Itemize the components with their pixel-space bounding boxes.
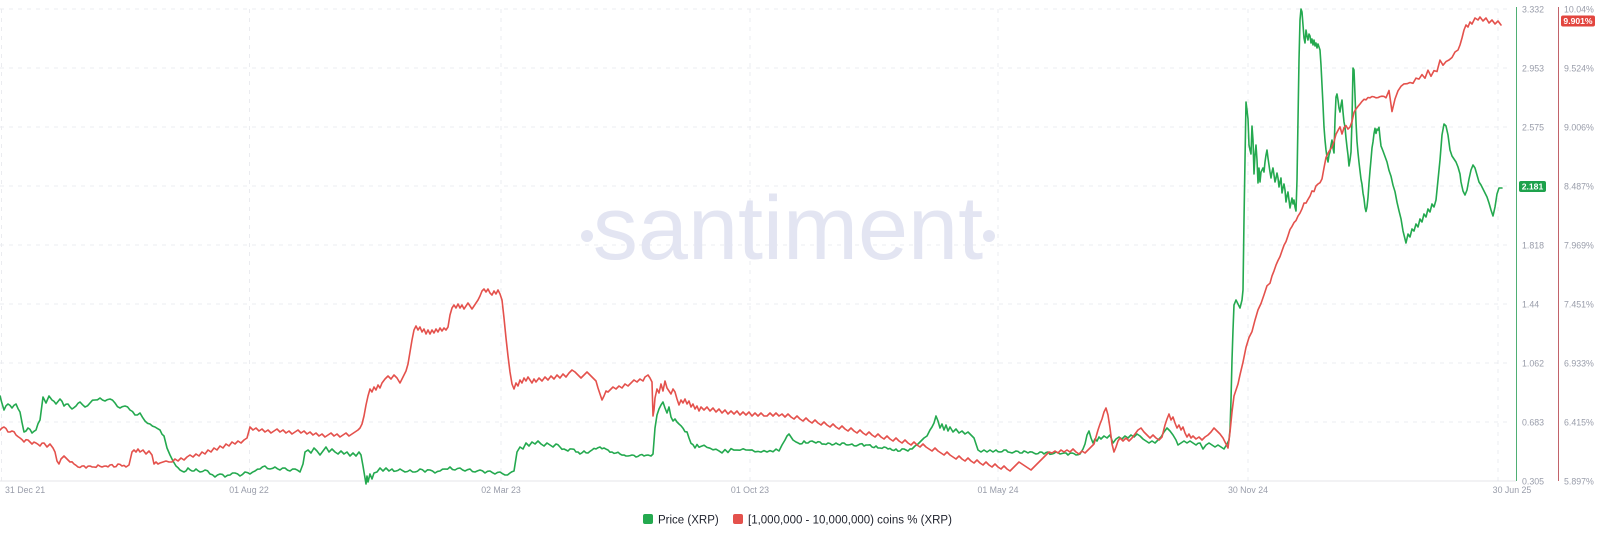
svg-text:01 Oct 23: 01 Oct 23 bbox=[731, 485, 769, 495]
svg-text:31 Dec 21: 31 Dec 21 bbox=[5, 485, 45, 495]
svg-text:Price (XRP): Price (XRP) bbox=[658, 515, 719, 527]
svg-text:6.415%: 6.415% bbox=[1564, 418, 1594, 428]
svg-text:01 Aug 22: 01 Aug 22 bbox=[229, 485, 269, 495]
svg-text:10.04%: 10.04% bbox=[1564, 5, 1594, 15]
svg-text:[1,000,000 - 10,000,000) coins: [1,000,000 - 10,000,000) coins % (XRP) bbox=[748, 515, 952, 527]
svg-text:30 Jun 25: 30 Jun 25 bbox=[1493, 485, 1532, 495]
svg-text:7.969%: 7.969% bbox=[1564, 241, 1594, 251]
svg-text:3.332: 3.332 bbox=[1522, 5, 1544, 15]
svg-text:0.305: 0.305 bbox=[1522, 477, 1544, 487]
svg-text:6.933%: 6.933% bbox=[1564, 359, 1594, 369]
svg-text:0.683: 0.683 bbox=[1522, 418, 1544, 428]
svg-text:1.44: 1.44 bbox=[1522, 300, 1539, 310]
svg-text:9.006%: 9.006% bbox=[1564, 123, 1594, 133]
svg-text:1.818: 1.818 bbox=[1522, 241, 1544, 251]
svg-text:02 Mar 23: 02 Mar 23 bbox=[481, 485, 521, 495]
svg-text:5.897%: 5.897% bbox=[1564, 477, 1594, 487]
svg-text:9.901%: 9.901% bbox=[1563, 16, 1593, 26]
svg-text:9.524%: 9.524% bbox=[1564, 64, 1594, 74]
svg-text:2.953: 2.953 bbox=[1522, 64, 1544, 74]
svg-text:2.181: 2.181 bbox=[1522, 182, 1544, 192]
svg-text:8.487%: 8.487% bbox=[1564, 182, 1594, 192]
svg-text:01 May 24: 01 May 24 bbox=[977, 485, 1018, 495]
svg-text:2.575: 2.575 bbox=[1522, 123, 1544, 133]
svg-text:30 Nov 24: 30 Nov 24 bbox=[1228, 485, 1268, 495]
svg-text:7.451%: 7.451% bbox=[1564, 300, 1594, 310]
svg-text:1.062: 1.062 bbox=[1522, 359, 1544, 369]
svg-text:santiment: santiment bbox=[593, 179, 983, 279]
